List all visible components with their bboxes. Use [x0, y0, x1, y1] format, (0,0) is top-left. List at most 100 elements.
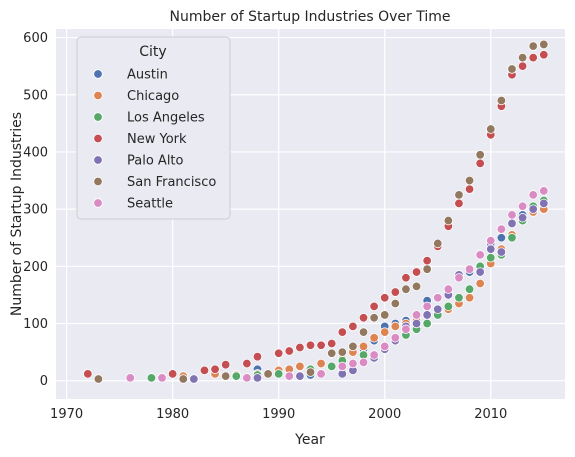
data-point	[380, 327, 390, 337]
chart-title: Number of Startup Industries Over Time	[170, 9, 451, 25]
data-point	[263, 369, 273, 379]
data-point	[433, 293, 443, 303]
y-tick-label: 100	[23, 317, 48, 332]
data-point	[443, 301, 454, 312]
data-point	[464, 284, 475, 294]
legend-box	[76, 36, 231, 220]
data-point	[486, 244, 496, 254]
data-point	[539, 198, 549, 209]
data-point	[390, 333, 401, 343]
data-point	[390, 321, 401, 332]
data-point	[93, 374, 104, 384]
data-point	[454, 273, 464, 283]
data-point	[475, 150, 485, 160]
x-tick-label: 2000	[368, 407, 401, 422]
data-point	[528, 190, 538, 200]
data-point	[273, 369, 284, 379]
data-point	[464, 184, 475, 194]
y-tick-label: 300	[23, 203, 48, 218]
data-point	[411, 318, 422, 329]
data-point	[83, 369, 93, 379]
data-point	[411, 281, 422, 292]
data-point	[284, 346, 294, 356]
legend-title: City	[139, 44, 166, 60]
y-tick-label: 600	[23, 31, 48, 46]
x-axis-label: Year	[294, 432, 325, 448]
data-point	[390, 287, 401, 297]
data-point	[369, 301, 379, 312]
data-point	[369, 333, 379, 343]
legend-items: Austin Chicago Los Angeles New York Palo Alt…	[93, 68, 216, 212]
data-point	[475, 250, 485, 260]
data-point	[242, 358, 252, 369]
data-point	[316, 340, 326, 350]
data-point	[475, 158, 485, 169]
data-point	[358, 313, 369, 323]
legend: City Austin Chicago Los Angeles New York Pal…	[76, 36, 231, 220]
data-point	[125, 373, 135, 383]
data-point	[348, 358, 358, 369]
data-point	[433, 304, 443, 314]
y-tick-label: 200	[23, 260, 48, 275]
legend-label: Seattle	[127, 197, 173, 212]
y-tick-label: 400	[23, 145, 48, 160]
data-point	[517, 52, 528, 63]
data-point	[401, 324, 411, 334]
legend-marker	[93, 112, 103, 122]
x-tick-label: 2010	[474, 407, 507, 422]
data-point	[369, 313, 379, 323]
legend-label: Palo Alto	[127, 154, 184, 169]
data-point	[454, 198, 464, 209]
data-point	[210, 364, 220, 374]
data-point	[380, 293, 390, 303]
data-point	[464, 293, 475, 303]
legend-label: Austin	[127, 68, 168, 83]
data-point	[454, 293, 464, 303]
data-point	[486, 124, 496, 134]
data-point	[528, 41, 538, 51]
data-point	[348, 321, 358, 332]
data-point	[199, 365, 210, 376]
data-point	[242, 373, 252, 383]
x-tick-label: 1970	[50, 407, 83, 422]
data-point	[380, 310, 390, 320]
data-point	[316, 369, 326, 379]
data-point	[231, 371, 241, 381]
data-point	[401, 284, 411, 294]
data-point	[295, 361, 305, 372]
data-point	[252, 373, 263, 383]
data-point	[486, 235, 496, 246]
data-point	[305, 340, 316, 350]
data-point	[496, 224, 507, 234]
data-point	[422, 264, 432, 274]
data-point	[411, 310, 422, 320]
data-point	[189, 374, 199, 384]
legend-label: Chicago	[127, 89, 179, 104]
data-point	[422, 310, 432, 320]
legend-marker	[93, 90, 103, 101]
data-point	[411, 267, 422, 277]
data-point	[327, 348, 337, 358]
data-points	[83, 39, 549, 384]
series-new-york	[83, 50, 549, 379]
data-point	[507, 218, 517, 229]
data-point	[454, 190, 464, 200]
data-point	[220, 371, 231, 381]
data-point	[337, 347, 348, 357]
data-point	[507, 210, 517, 220]
data-point	[157, 373, 167, 383]
data-point	[252, 351, 263, 362]
data-point	[380, 341, 390, 352]
legend-label: New York	[127, 132, 187, 147]
data-point	[464, 264, 475, 274]
data-point	[475, 278, 485, 289]
data-point	[295, 371, 305, 381]
data-point	[401, 273, 411, 283]
data-point	[517, 61, 528, 71]
x-tick-label: 1990	[262, 407, 295, 422]
data-point	[390, 298, 401, 309]
data-point	[496, 247, 507, 257]
data-point	[146, 373, 157, 383]
data-point	[464, 175, 475, 186]
